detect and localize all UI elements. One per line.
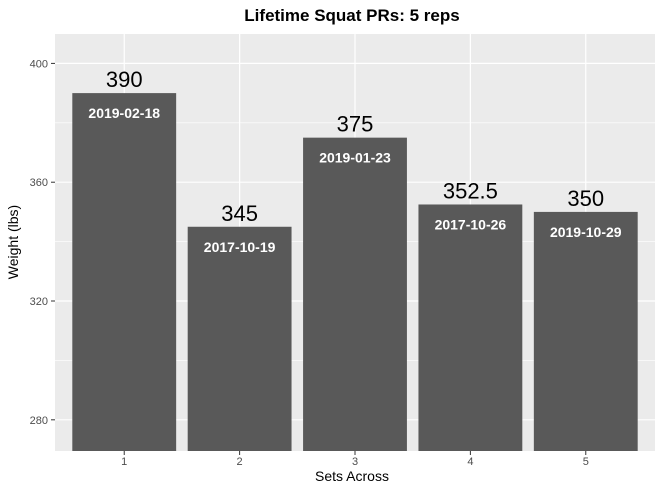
bar <box>418 204 523 451</box>
y-tick-label: 320 <box>30 296 48 308</box>
y-tick-label: 280 <box>30 415 48 427</box>
bar <box>303 137 407 451</box>
bar-labels: 390 2019-02-18 345 2017-10-19 375 2019-01-23 3… <box>88 67 621 255</box>
x-tick-label: 1 <box>121 456 127 468</box>
bar-date-label: 2019-01-23 <box>319 150 391 166</box>
chart-title: Lifetime Squat PRs: 5 reps <box>244 6 459 25</box>
x-axis-title: Sets Across <box>315 468 389 484</box>
bar-value-label: 345 <box>221 201 258 226</box>
bar-date-label: 2019-10-29 <box>550 224 622 240</box>
bar <box>533 211 638 451</box>
y-tick-label: 360 <box>30 177 48 189</box>
bar <box>187 226 292 451</box>
y-axis-title: Weight (lbs) <box>5 205 21 279</box>
bar-value-label: 350 <box>567 186 604 211</box>
x-tick-label: 4 <box>467 456 473 468</box>
bar-value-label: 375 <box>337 112 374 137</box>
bar-date-label: 2017-10-26 <box>435 216 507 232</box>
bar-value-label: 390 <box>106 67 143 92</box>
x-tick-label: 3 <box>352 456 358 468</box>
bar <box>72 93 177 451</box>
bar-value-label: 352.5 <box>443 178 498 203</box>
bar-date-label: 2017-10-19 <box>204 239 276 255</box>
bars <box>72 93 638 451</box>
bar-date-label: 2019-02-18 <box>88 105 160 121</box>
y-tick-label: 400 <box>30 58 48 70</box>
x-tick-label: 5 <box>583 456 589 468</box>
x-tick-label: 2 <box>237 456 243 468</box>
